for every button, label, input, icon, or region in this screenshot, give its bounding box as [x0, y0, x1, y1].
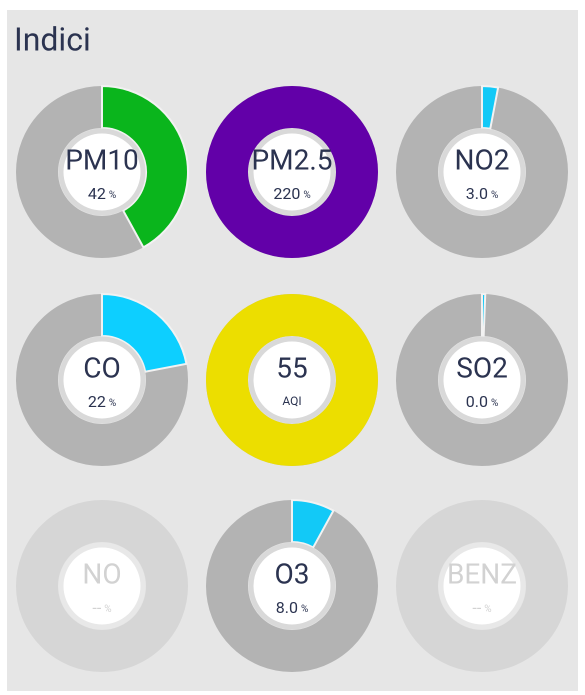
gauge: PM10 42%	[16, 84, 189, 258]
gauge-center	[438, 336, 526, 424]
gauge-label: PM10	[65, 143, 139, 176]
gauge-arc	[291, 498, 335, 549]
gauge-arc	[101, 292, 188, 373]
gauge-track	[16, 500, 188, 672]
gauge-arc	[481, 84, 500, 130]
gauge-value: --%	[472, 598, 491, 617]
gauge-arc	[206, 86, 378, 258]
gauge-center	[58, 542, 146, 630]
value-text: 8.0	[276, 598, 298, 617]
panel-title: Indici	[14, 20, 91, 58]
value-text: --	[92, 598, 101, 617]
gauge-arc	[206, 294, 378, 466]
value-text: 3.0	[466, 184, 488, 203]
gauge-center	[58, 336, 146, 424]
gauge: NO2 3.0%	[396, 84, 568, 258]
value-text: 22	[88, 392, 106, 411]
gauge-value: 8.0%	[276, 598, 309, 617]
gauge-label: CO	[83, 351, 121, 384]
unit-text: %	[491, 398, 498, 409]
gauge: SO2 0.0%	[396, 292, 568, 466]
gauge-arc	[481, 292, 487, 338]
gauge-value: 0.0%	[466, 392, 499, 411]
gauge-center	[438, 128, 526, 216]
gauge-center	[248, 542, 336, 630]
gauge: CO 22%	[16, 292, 188, 466]
gauge-value: 220%	[273, 184, 310, 203]
gauge-value: AQI	[282, 394, 301, 408]
gauge-arc	[101, 84, 189, 249]
gauge-label: NO2	[455, 143, 510, 176]
gauge-value: 22%	[88, 392, 116, 411]
gauge-label: O3	[275, 557, 310, 590]
gauge-track	[396, 500, 568, 672]
unit-text: %	[109, 190, 116, 201]
value-text: 42	[88, 184, 106, 203]
gauge-center	[248, 336, 336, 424]
value-text: 220	[273, 184, 300, 203]
unit-text: %	[303, 190, 310, 201]
gauge-center	[438, 542, 526, 630]
unit-text: %	[491, 190, 498, 201]
gauge-center	[58, 128, 146, 216]
unit-text: %	[301, 604, 308, 615]
gauge: NO --%	[16, 500, 188, 672]
unit-text: %	[484, 604, 491, 615]
unit-text: %	[104, 604, 111, 615]
gauge-label: PM2.5	[252, 143, 333, 176]
gauge: 55 AQI	[206, 294, 378, 466]
gauge-label: 55	[276, 351, 307, 384]
gauge-value: --%	[92, 598, 111, 617]
value-text: 0.0	[466, 392, 488, 411]
gauge-label: SO2	[456, 351, 508, 384]
value-text: --	[472, 598, 481, 617]
gauge: O3 8.0%	[206, 498, 378, 672]
unit-text: %	[109, 398, 116, 409]
gauge-label: NO	[82, 557, 121, 590]
gauge: PM2.5 220%	[206, 86, 378, 258]
gauge-center	[248, 128, 336, 216]
gauge-value: 3.0%	[466, 184, 499, 203]
gauge: BENZ --%	[396, 500, 568, 672]
gauge-label: BENZ	[447, 557, 517, 590]
gauge-value: 42%	[88, 184, 116, 203]
